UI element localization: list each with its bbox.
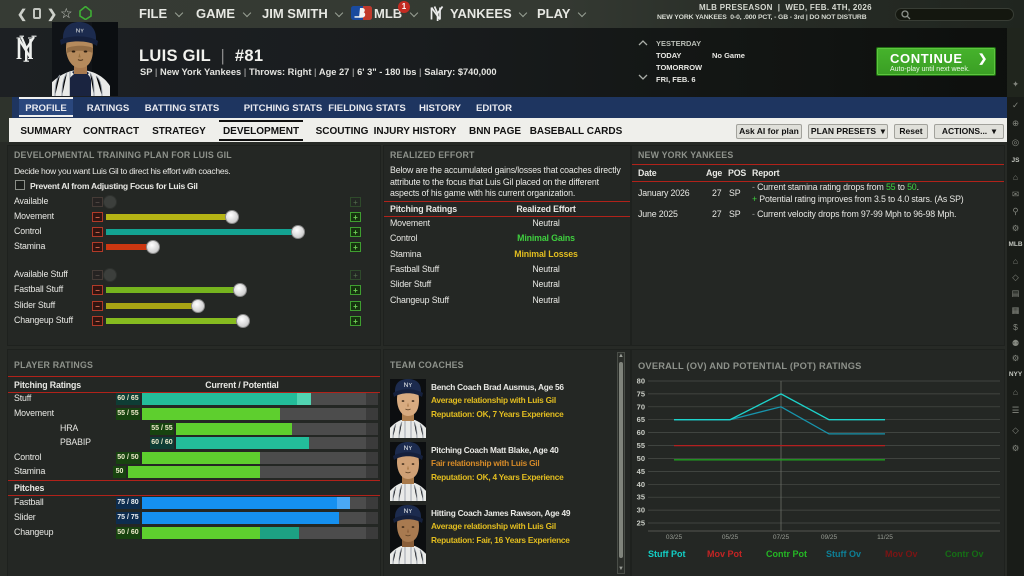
svg-text:65: 65 [637, 415, 645, 424]
svg-text:11/25: 11/25 [877, 534, 893, 541]
svg-text:45: 45 [637, 467, 645, 476]
svg-text:70: 70 [637, 402, 645, 411]
svg-text:35: 35 [637, 493, 645, 502]
svg-text:30: 30 [637, 506, 645, 515]
svg-text:03/25: 03/25 [666, 534, 683, 541]
svg-text:75: 75 [637, 389, 645, 398]
svg-text:40: 40 [637, 480, 645, 489]
svg-text:80: 80 [637, 377, 645, 386]
svg-text:25: 25 [637, 519, 645, 528]
svg-text:07/25: 07/25 [773, 534, 790, 541]
svg-text:60: 60 [637, 428, 645, 437]
svg-text:50: 50 [637, 454, 645, 463]
svg-text:05/25: 05/25 [722, 534, 739, 541]
svg-text:09/25: 09/25 [821, 534, 838, 541]
svg-text:55: 55 [637, 441, 645, 450]
